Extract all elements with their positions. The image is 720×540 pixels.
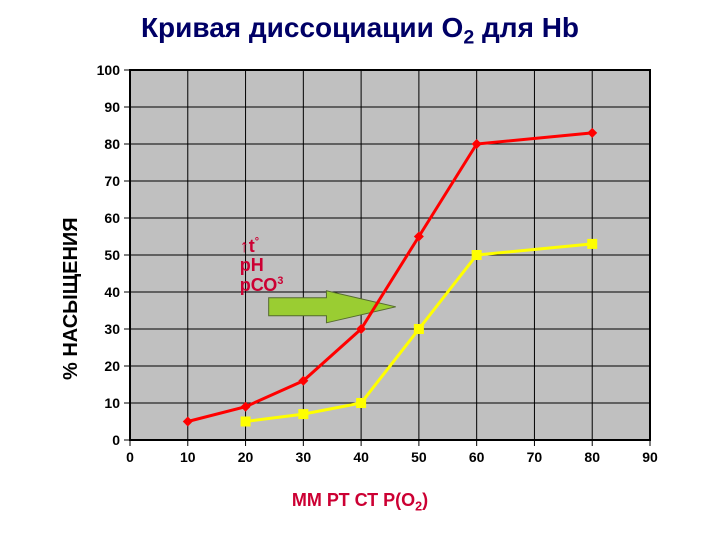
- annotation-line: рСО3: [240, 276, 284, 296]
- y-tick-label: 100: [97, 62, 121, 78]
- x-tick-label: 40: [353, 449, 369, 465]
- y-axis-label: % НАСЫЩЕНИЯ: [60, 217, 83, 380]
- x-tick-label: 30: [296, 449, 312, 465]
- title-text-1: Кривая диссоциации О: [141, 12, 463, 43]
- x-tick-label: 50: [411, 449, 427, 465]
- x-tick-label: 90: [642, 449, 658, 465]
- marker-square: [241, 417, 251, 427]
- chart-svg: 0 10 20 30 40 50 60 70 80 90 0 10 20 30 40 50 60 70 80 90 10…: [50, 60, 690, 490]
- y-tick-label: 10: [104, 395, 120, 411]
- y-tick-label: 50: [104, 247, 120, 263]
- x-axis-label: ММ РТ СТ Р(О2): [0, 490, 720, 514]
- marker-square: [587, 239, 597, 249]
- x-tick-label: 10: [180, 449, 196, 465]
- chart-area: 0 10 20 30 40 50 60 70 80 90 0 10 20 30 40 50 60 70 80 90 10…: [50, 60, 690, 490]
- annotation-text: ↑t°рНрСО3: [240, 237, 284, 296]
- y-tick-label: 80: [104, 136, 120, 152]
- y-tick-label: 70: [104, 173, 120, 189]
- xlabel-text-2: ): [422, 490, 428, 510]
- annotation-line: рН: [240, 256, 284, 276]
- x-tick-label: 70: [527, 449, 543, 465]
- x-tick-label: 80: [584, 449, 600, 465]
- marker-square: [356, 398, 366, 408]
- y-tick-label: 60: [104, 210, 120, 226]
- y-tick-label: 90: [104, 99, 120, 115]
- title-text-2: для Hb: [474, 12, 579, 43]
- x-tick-label: 20: [238, 449, 254, 465]
- xlabel-text-1: ММ РТ СТ Р(О: [292, 490, 415, 510]
- marker-square: [298, 409, 308, 419]
- x-tick-label: 60: [469, 449, 485, 465]
- chart-title: Кривая диссоциации О2 для Hb: [0, 12, 720, 50]
- annotation-line: ↑t°: [240, 237, 284, 257]
- y-tick-label: 30: [104, 321, 120, 337]
- y-tick-label: 0: [112, 432, 120, 448]
- title-sub: 2: [463, 27, 474, 49]
- y-tick-label: 20: [104, 358, 120, 374]
- y-tick-label: 40: [104, 284, 120, 300]
- marker-square: [472, 250, 482, 260]
- x-tick-label: 0: [126, 449, 134, 465]
- marker-square: [414, 324, 424, 334]
